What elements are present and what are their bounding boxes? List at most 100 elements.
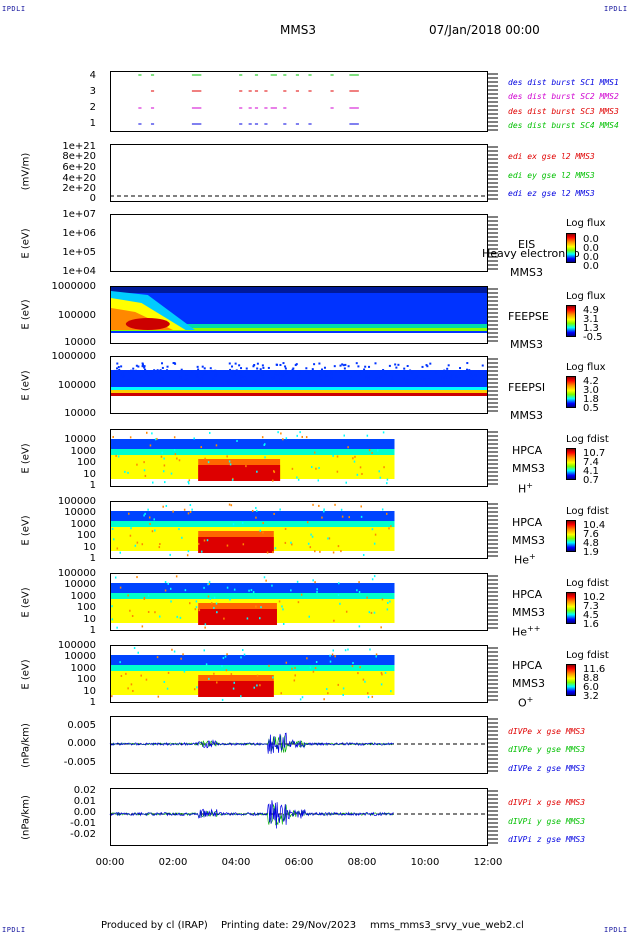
hpca-o-speck bbox=[145, 678, 148, 681]
hpca-h-speck bbox=[386, 478, 389, 481]
feepsi-speck bbox=[395, 366, 398, 369]
hpca-o-species-label: O+ bbox=[518, 695, 533, 710]
feepsi-speck bbox=[254, 379, 257, 382]
hpca-he-speck bbox=[162, 505, 164, 508]
hpca-he-speck bbox=[337, 545, 340, 548]
hpca-he-speck bbox=[134, 544, 137, 547]
hpca-he-speck bbox=[141, 543, 144, 546]
feepsi-speck bbox=[284, 367, 287, 370]
hpca-he-speck bbox=[226, 544, 229, 547]
hpca-h-species-label: H+ bbox=[518, 481, 533, 496]
burst-legend-mms4: des dist burst SC4 MMS4 bbox=[508, 121, 619, 130]
hpca-o-speck bbox=[342, 693, 344, 696]
feepsi-speck bbox=[200, 382, 203, 385]
feepsi-speck bbox=[314, 383, 317, 386]
feepsi-speck bbox=[145, 372, 148, 375]
hpca-he-speck bbox=[186, 554, 189, 557]
hpca-he2-speck bbox=[371, 578, 374, 581]
feepsi-speck bbox=[143, 365, 146, 368]
hpca-o-ytick: 100000 bbox=[57, 640, 96, 651]
hpca-h-speck bbox=[359, 466, 362, 469]
hpca-h-cbar-value: 7.4 bbox=[583, 457, 599, 468]
burst-ytick: 1 bbox=[89, 118, 96, 129]
feepsi-cbar-value: 0.5 bbox=[583, 403, 599, 414]
hpca-o-ytick: 100 bbox=[76, 674, 96, 685]
feepsi-speck bbox=[166, 365, 169, 368]
hpca-o-speck bbox=[364, 680, 366, 683]
hpca-he-speck bbox=[279, 508, 281, 511]
hpca-he2-speck bbox=[226, 586, 229, 589]
hpca-h-speck bbox=[352, 457, 354, 460]
hpca-he2-speck bbox=[312, 579, 314, 582]
feepsi-speck bbox=[279, 371, 282, 374]
divpi-legend-x: dIVPi x gse MMS3 bbox=[508, 798, 586, 807]
hpca-o-speck bbox=[380, 671, 383, 674]
feepsi-speck bbox=[186, 378, 189, 381]
hpca-o-speck bbox=[240, 656, 242, 659]
x-tick-label: 04:00 bbox=[221, 857, 251, 868]
hpca-o-speck bbox=[294, 674, 296, 677]
hpca-he2-speck bbox=[389, 600, 391, 603]
hpca-o-speck bbox=[291, 667, 293, 670]
hpca-o-speck bbox=[167, 671, 170, 674]
hpca-o-speck bbox=[171, 648, 173, 651]
feepsi-speck bbox=[367, 378, 370, 381]
feepsi-speck bbox=[420, 383, 423, 386]
hpca-he-speck bbox=[309, 546, 312, 549]
hpca-h-ytick: 10000 bbox=[64, 434, 96, 445]
hpca-he-speck bbox=[307, 542, 310, 545]
feepsi-speck bbox=[324, 382, 327, 385]
hpca-he-speck bbox=[312, 503, 314, 506]
hpca-he-ytick: 100 bbox=[76, 530, 96, 541]
hpca-o-speck bbox=[166, 687, 169, 690]
hpca-h-speck bbox=[207, 461, 210, 464]
feepsi-speck bbox=[279, 381, 282, 384]
hpca-he2-speck bbox=[129, 609, 131, 612]
hpca-he2-speck bbox=[208, 580, 211, 583]
hpca-he-speck bbox=[130, 527, 132, 530]
feepsi-speck bbox=[252, 365, 255, 368]
hpca-he2-speck bbox=[170, 600, 172, 603]
hpca-he-speck bbox=[360, 515, 363, 518]
feepsi-speck bbox=[198, 378, 201, 381]
feepsi-speck bbox=[243, 376, 246, 379]
x-tick-label: 02:00 bbox=[158, 857, 188, 868]
feepsi-speck bbox=[449, 377, 452, 380]
hpca-h-speck bbox=[361, 472, 363, 475]
hpca-he-speck bbox=[232, 523, 235, 526]
feepsi-speck bbox=[320, 368, 323, 371]
hpca-he2-cbar-title: Log fdist bbox=[566, 578, 609, 589]
burst-legend-mms1: des dist burst SC1 MMS1 bbox=[508, 78, 619, 87]
burst-legend-mms2: des dist burst SC2 MMS2 bbox=[508, 92, 619, 101]
hpca-he-speck bbox=[323, 510, 325, 513]
feepsi-speck bbox=[447, 364, 450, 367]
feepsi-speck bbox=[466, 362, 469, 365]
feepsi-speck bbox=[341, 363, 344, 366]
hpca-o-speck bbox=[381, 673, 383, 676]
hpca-he-speck bbox=[311, 535, 314, 538]
hpca-he-species-charge: + bbox=[529, 552, 536, 561]
hpca-h-speck bbox=[318, 466, 320, 469]
feepsi-speck bbox=[120, 365, 123, 368]
hpca-he2-speck bbox=[195, 600, 198, 603]
hpca-he2-speck bbox=[259, 617, 261, 620]
feepsi-speck bbox=[473, 381, 476, 384]
hpca-h-speck bbox=[215, 444, 218, 447]
feepsi-speck bbox=[252, 382, 255, 385]
feepsi-speck bbox=[308, 371, 311, 374]
hpca-he2-speck bbox=[159, 615, 161, 618]
feepsi-speck bbox=[282, 362, 285, 365]
hpca-o-cbar-value: 6.0 bbox=[583, 682, 599, 693]
hpca-h-ytick: 100 bbox=[76, 457, 96, 468]
hpca-o-speck bbox=[280, 692, 282, 695]
hpca-o-speck bbox=[182, 653, 184, 656]
hpca-o-speck bbox=[132, 689, 134, 692]
hpca-he2-speck bbox=[154, 611, 156, 614]
feepsi-speck bbox=[346, 370, 349, 373]
hpca-he-speck bbox=[147, 508, 149, 511]
hpca-o-ytick: 1000 bbox=[70, 663, 96, 674]
hpca-he-speck bbox=[318, 504, 320, 507]
hpca-h-speck bbox=[143, 461, 145, 464]
hpca-o-speck bbox=[323, 698, 325, 701]
hpca-h-speck bbox=[152, 481, 154, 484]
